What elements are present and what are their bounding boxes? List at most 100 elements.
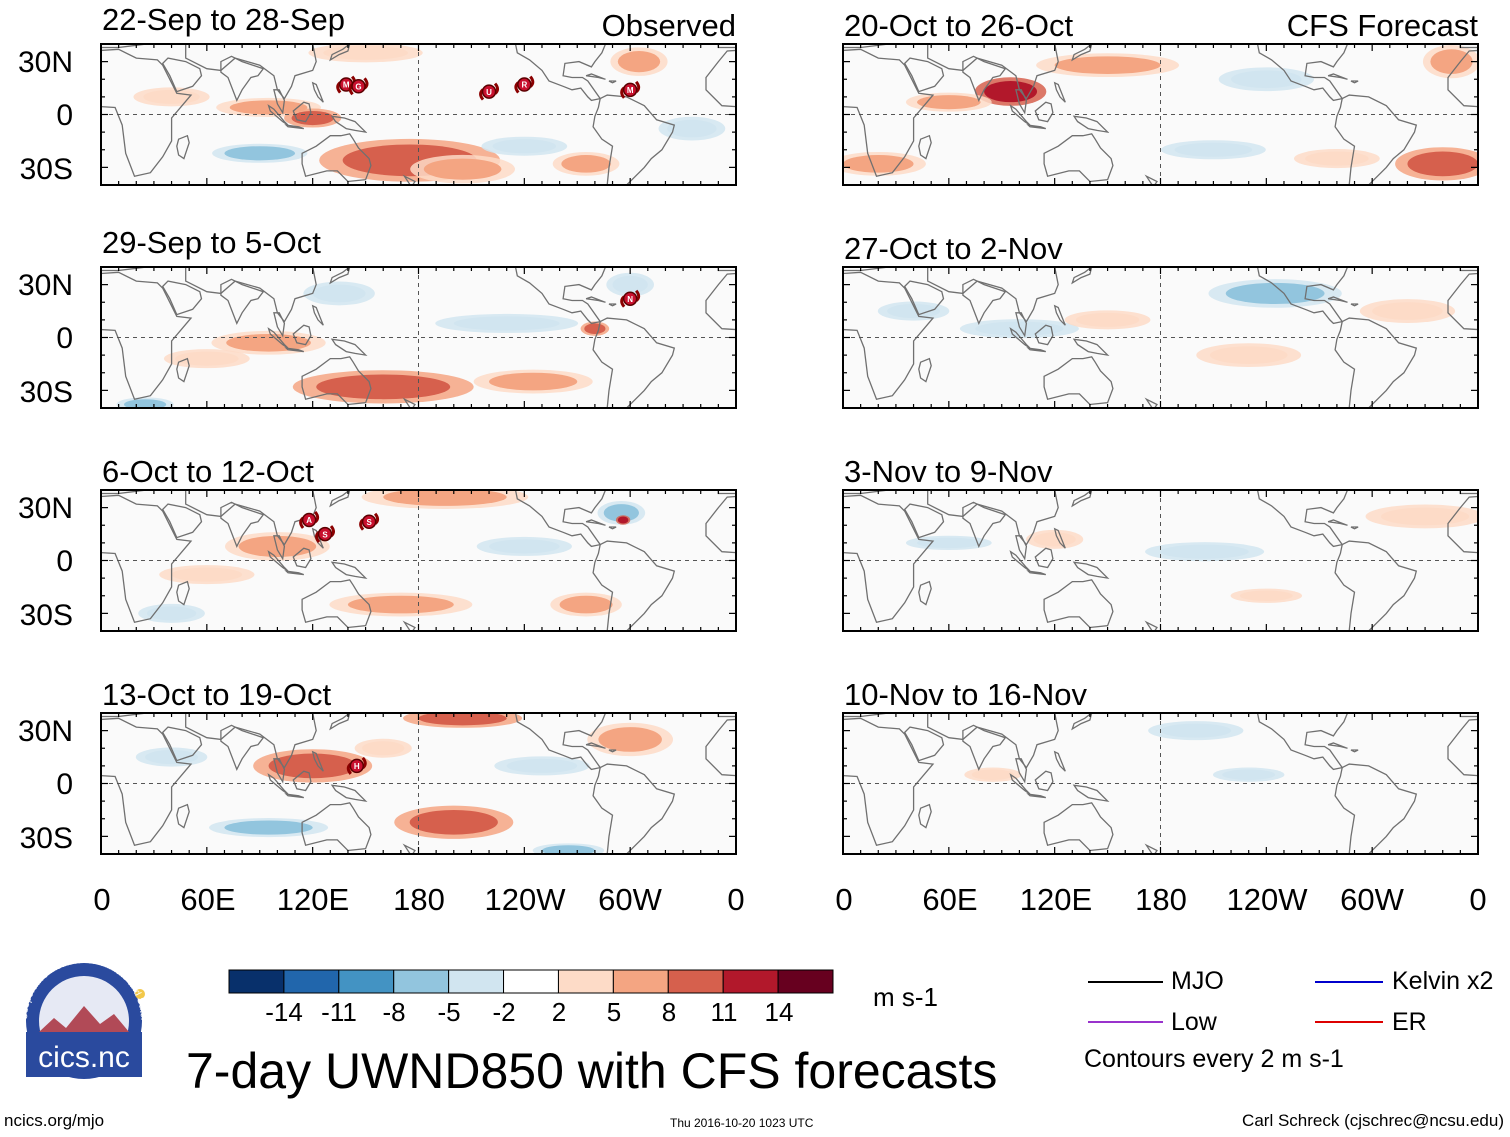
lon-tick: 60E [180, 882, 236, 917]
coastline-madagascar [812, 805, 824, 828]
coastline-namerica [1256, 713, 1349, 771]
anomaly-blob [453, 316, 560, 331]
coastline-madagascar [812, 359, 824, 382]
coastline-newguinea [1072, 784, 1110, 803]
coastline-hispaniola [1350, 749, 1359, 753]
storm-letter: U [486, 88, 492, 97]
website[interactable]: ncics.org/mjo [4, 1111, 105, 1130]
anomaly-blob [238, 535, 317, 557]
legend-kelvin: Kelvin x2 [1392, 967, 1494, 995]
lon-tick: 120W [1226, 882, 1308, 917]
coastline-arabia [798, 58, 837, 92]
panel-ticks [100, 490, 737, 631]
coastline-madagascar [918, 580, 932, 606]
storm-letter: S [366, 518, 372, 527]
coastline-madagascar [176, 803, 190, 829]
colorbar-swatch [722, 969, 779, 994]
colorbar-label: 5 [606, 997, 622, 1027]
storm-marker: S [359, 512, 380, 531]
colorbar-swatch [777, 969, 834, 994]
lat-tick-30s: 30S [19, 153, 73, 186]
anomaly-blob [559, 595, 613, 614]
anomaly-blob [1075, 312, 1140, 327]
anomaly-blob [1372, 302, 1443, 320]
coastline-samerica [1334, 94, 1418, 185]
coastline-africa [101, 271, 193, 400]
lat-tick-30s: 30S [19, 822, 73, 855]
coastline-japan [329, 713, 351, 731]
lat-tick-0: 0 [56, 322, 73, 355]
anomaly-blob [1160, 544, 1249, 559]
anomaly-blob [843, 155, 914, 173]
lat-tick-0: 0 [56, 99, 73, 132]
anomaly-blob [1239, 590, 1293, 602]
coastline-seasia [1015, 312, 1028, 338]
lat-tick-30s: 30S [19, 599, 73, 632]
anomaly-blob [667, 119, 717, 138]
panel-title-fcst-2: 27-Oct to 2-Nov [844, 231, 1063, 266]
panel-ticks [842, 267, 1479, 408]
coastline-europe [843, 490, 889, 495]
coastline-japan [1071, 713, 1093, 731]
coastline-hispaniola [608, 526, 617, 530]
coastline-africa [101, 717, 193, 846]
lon-tick: 180 [393, 882, 445, 917]
storm-letter: A [306, 516, 312, 525]
coastline-arabia [161, 57, 203, 93]
coastline-asia [927, 713, 1059, 769]
colorbar-swatch [503, 969, 559, 994]
coastline-asia [185, 713, 317, 769]
anomaly-blob [617, 51, 661, 73]
anomaly-blob [612, 275, 648, 294]
coastline-japan [329, 490, 351, 508]
legend-er: ER [1392, 1008, 1427, 1036]
coastline-asia [927, 490, 1059, 546]
colorbar-swatch [338, 969, 395, 994]
coastline-java [1026, 570, 1047, 576]
coastline-philippines [311, 750, 324, 772]
coastline-madagascar [176, 580, 190, 606]
colorbar [228, 969, 834, 994]
coastline-madagascar [176, 134, 190, 160]
coastline-philippines [1053, 750, 1066, 772]
storm-letter: N [627, 295, 633, 304]
coastline-india [220, 55, 265, 103]
coastline-philippines [1053, 81, 1066, 103]
coastline-australia [1043, 579, 1114, 629]
anomaly-blob [598, 727, 662, 752]
coastline-europe [843, 44, 889, 49]
coastline-newguinea [330, 338, 368, 357]
colorbar-swatch [228, 969, 285, 994]
storm-marker: A [299, 511, 320, 529]
coastline-borneo [292, 324, 312, 346]
coastline-madagascar [918, 357, 932, 383]
lat-tick-30s: 30S [19, 376, 73, 409]
coastline-africa [843, 717, 935, 846]
panel-ticks [842, 44, 1479, 185]
anomaly-blob [971, 769, 1015, 780]
panel-ticks [842, 490, 1479, 631]
coastline-seasia [1015, 758, 1028, 784]
coastline-borneo [1034, 547, 1054, 569]
anomaly-blob [887, 304, 941, 319]
coastline-borneo [1034, 101, 1054, 123]
contour-note: Contours every 2 m s-1 [1084, 1045, 1344, 1073]
anomaly-blob [917, 537, 981, 549]
coastline-australia [1043, 802, 1114, 852]
colorbar-label: -2 [492, 997, 516, 1027]
lat-tick-30n: 30N [17, 715, 73, 748]
coastline-africa [843, 494, 935, 623]
anomaly-blob [584, 323, 606, 334]
coastline-europe [843, 267, 889, 272]
coastline-namerica [1256, 490, 1349, 548]
coastline-europe [101, 267, 147, 272]
storm-letter: S [322, 530, 328, 539]
map-panel: N [100, 266, 824, 409]
anomaly-blob [617, 516, 629, 524]
anomaly-blob [347, 595, 454, 614]
coastline-japan [329, 267, 351, 285]
anomaly-blob [489, 539, 560, 554]
coastline-arabia [798, 727, 837, 761]
lon-tick: 0 [727, 882, 745, 917]
lon-tick: 120E [276, 882, 350, 917]
